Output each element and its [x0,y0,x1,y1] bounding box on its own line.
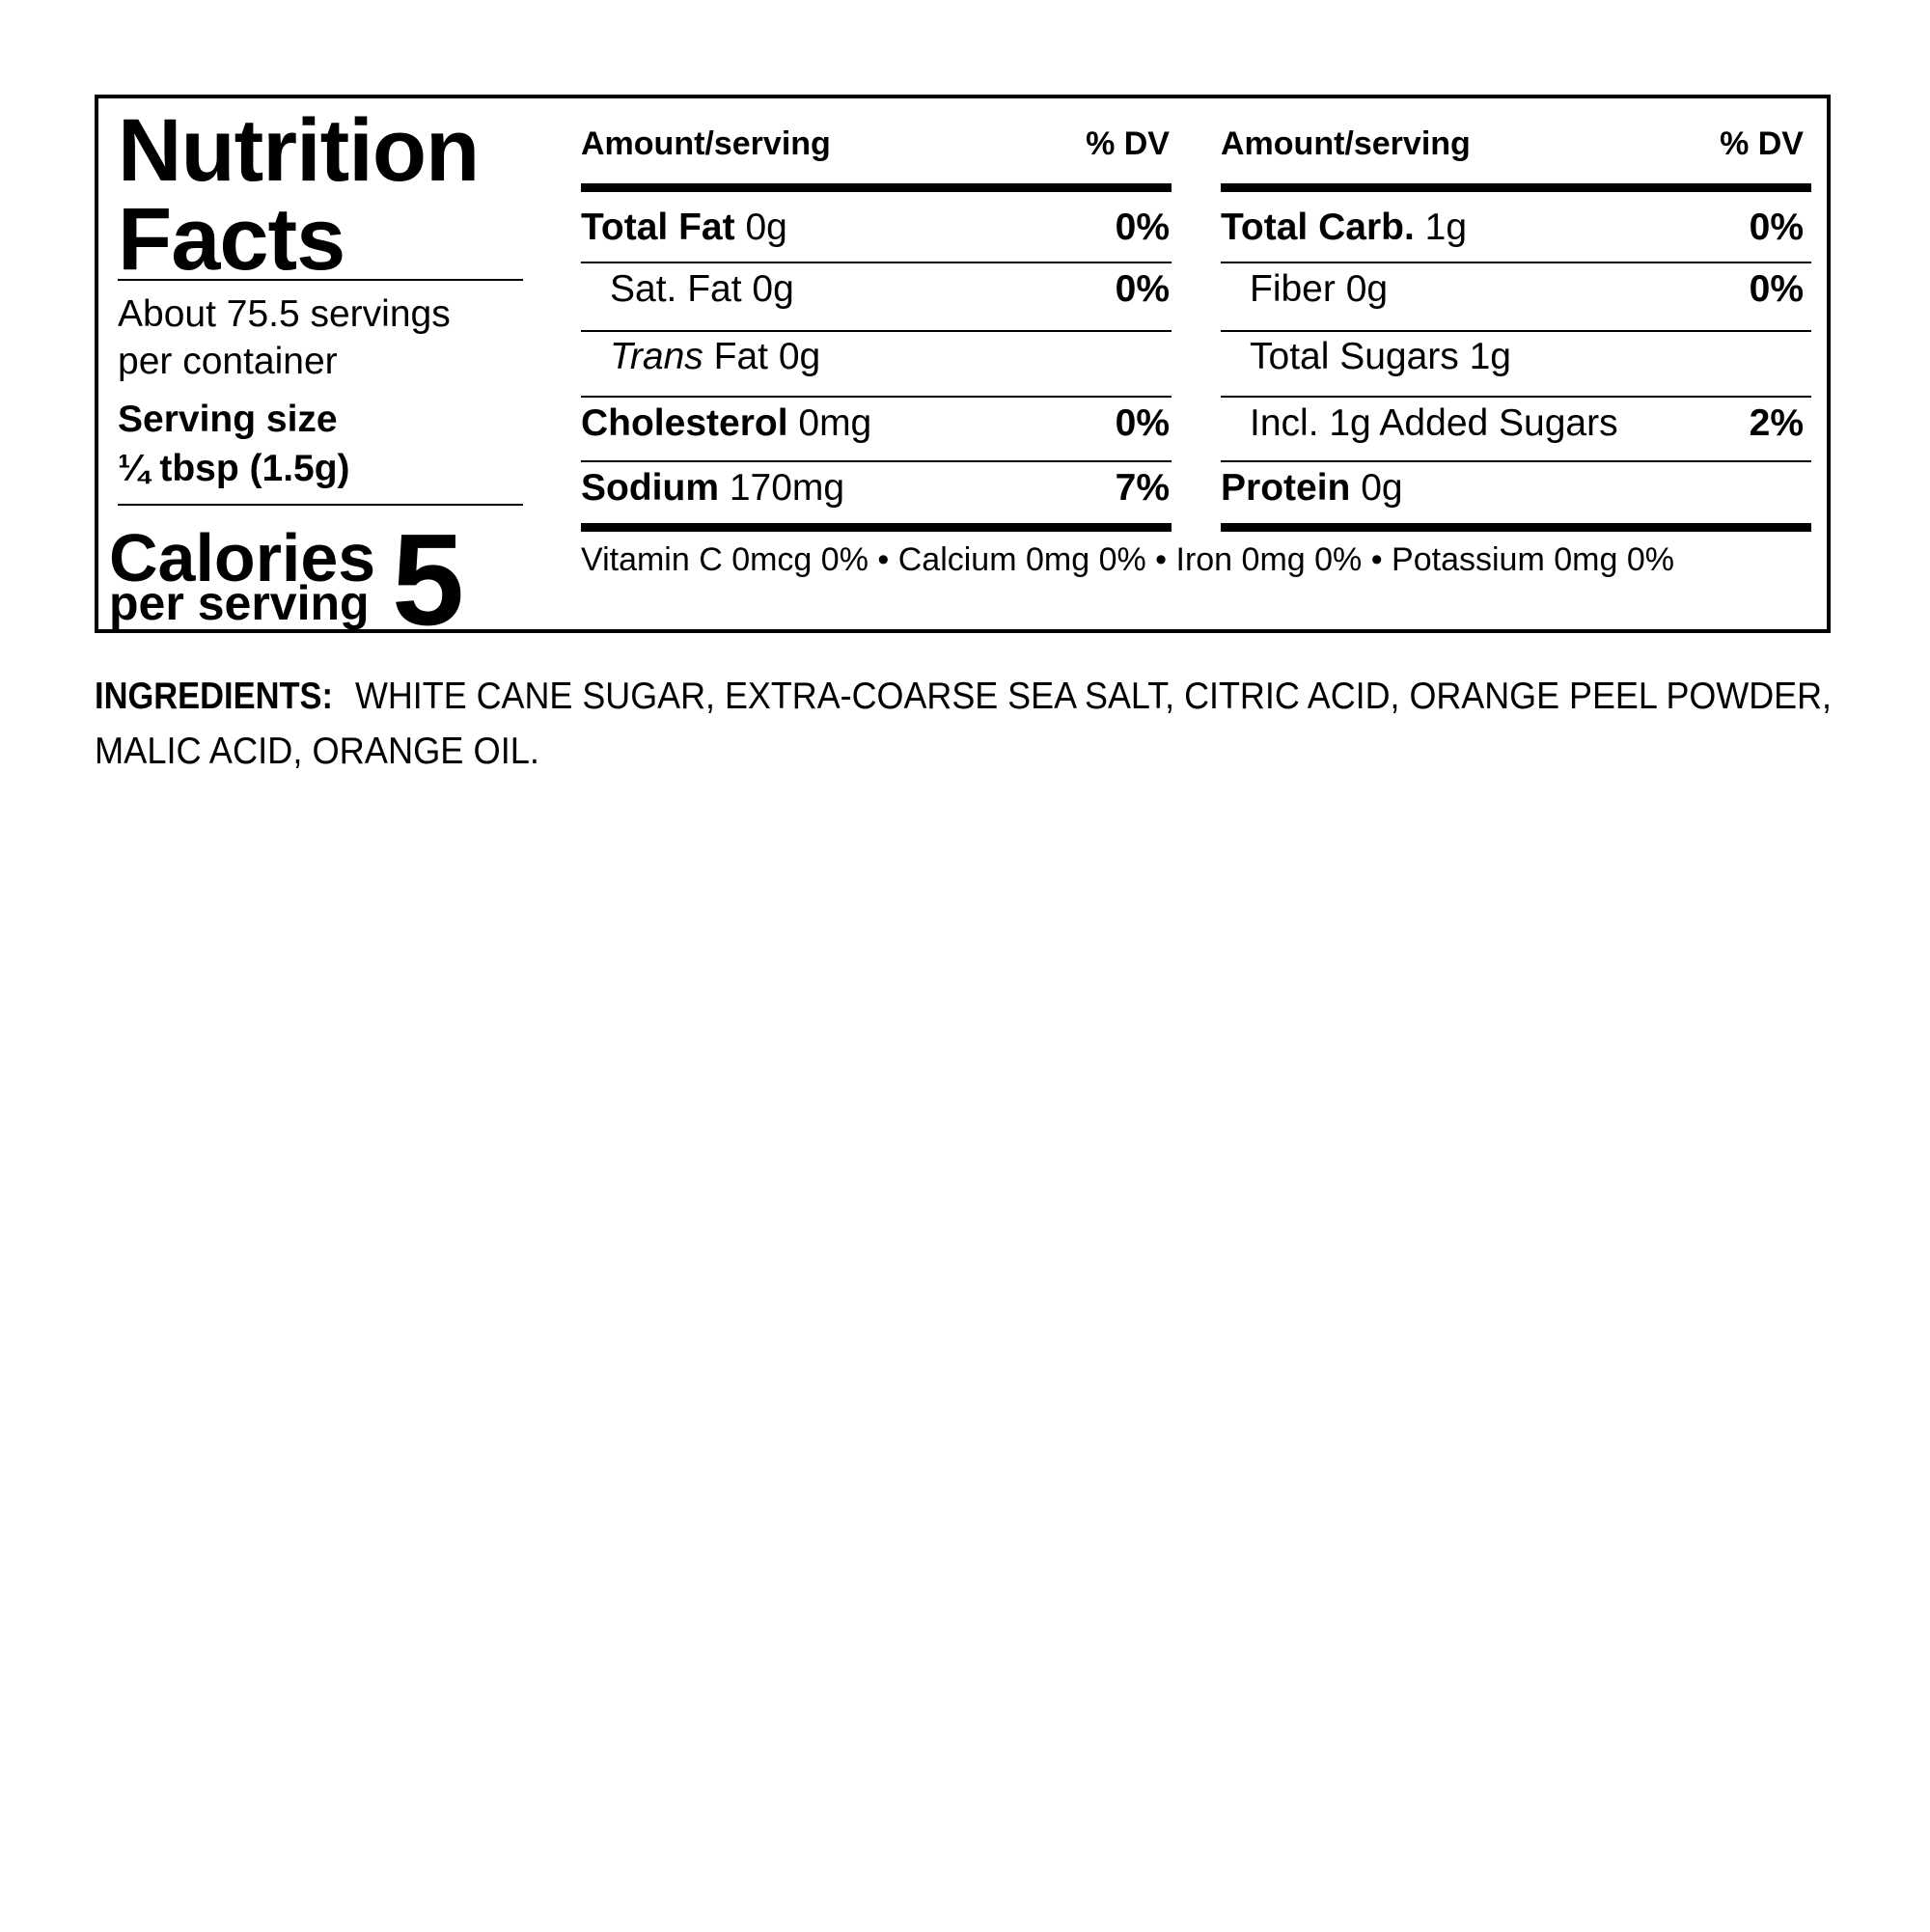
svg-text:INGREDIENTS:: INGREDIENTS: [95,676,333,717]
svg-text:MALIC ACID, ORANGE OIL.: MALIC ACID, ORANGE OIL. [95,731,539,772]
svg-text:WHITE CANE SUGAR, EXTRA-COARSE: WHITE CANE SUGAR, EXTRA-COARSE SEA SALT,… [355,676,1832,717]
